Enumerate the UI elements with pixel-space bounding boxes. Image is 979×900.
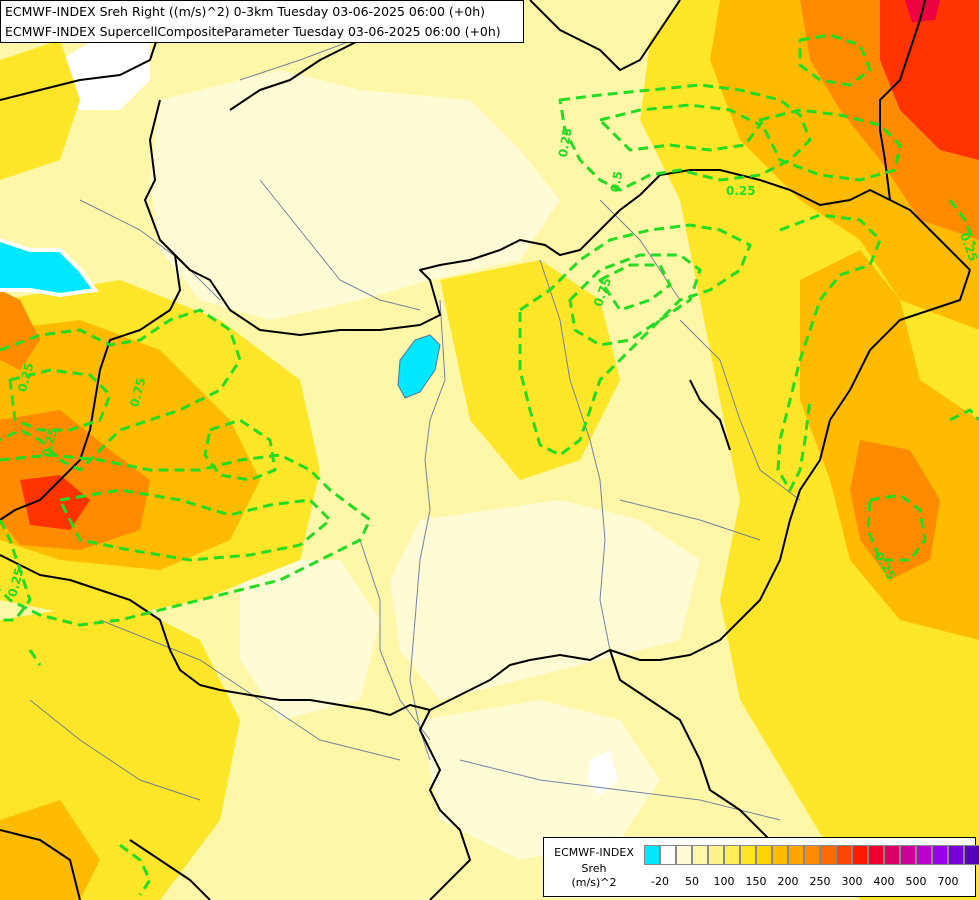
legend-swatch	[852, 845, 868, 865]
legend-variable: Sreh	[581, 862, 607, 875]
scp-contours	[0, 33, 979, 896]
legend-swatch	[836, 845, 852, 865]
legend-tick-label: 500	[905, 875, 927, 888]
legend-swatch	[868, 845, 884, 865]
legend-swatch	[644, 845, 660, 865]
legend-swatch	[788, 845, 804, 865]
legend-swatch	[724, 845, 740, 865]
legend-tick-label: 400	[873, 875, 895, 888]
legend-tick-label: 200	[777, 875, 799, 888]
lake-balaton	[397, 334, 441, 399]
legend-swatch	[932, 845, 948, 865]
legend-box: ECMWF-INDEX Sreh (m/s)^2 -20 50 100 150 200 2…	[543, 837, 979, 897]
legend-colorbar	[644, 845, 979, 865]
legend-tick-label: 300	[841, 875, 863, 888]
legend-swatch	[964, 845, 979, 865]
legend-tick-label: 50	[685, 875, 699, 888]
legend-unit: (m/s)^2	[571, 876, 617, 889]
shading-pale	[150, 70, 700, 860]
legend-swatch	[916, 845, 932, 865]
contour-label: 0.25	[726, 184, 756, 198]
shading-red	[20, 0, 979, 530]
legend-swatch	[740, 845, 756, 865]
title-line-2: ECMWF-INDEX SupercellCompositeParameter …	[5, 24, 501, 39]
legend-swatch	[756, 845, 772, 865]
legend-tick-label: -20	[651, 875, 669, 888]
legend-swatch	[820, 845, 836, 865]
contour-label: 0.5	[608, 170, 625, 193]
lake-west	[0, 240, 95, 295]
shading-white	[60, 30, 618, 795]
map-title-box: ECMWF-INDEX Sreh Right ((m/s)^2) 0-3km T…	[0, 0, 524, 43]
legend-swatch	[772, 845, 788, 865]
legend-swatch	[948, 845, 964, 865]
title-line-1: ECMWF-INDEX Sreh Right ((m/s)^2) 0-3km T…	[5, 4, 485, 19]
legend-swatch	[804, 845, 820, 865]
legend-tick-label: 100	[713, 875, 735, 888]
legend-title: ECMWF-INDEX	[554, 846, 634, 859]
legend-swatch	[900, 845, 916, 865]
legend-swatch	[692, 845, 708, 865]
legend-tick-label: 700	[937, 875, 959, 888]
contour-label: 0.25	[556, 127, 575, 159]
legend-tick-label: 150	[745, 875, 767, 888]
legend-ticks: -20 50 100 150 200 250 300 400 500 700	[644, 875, 974, 891]
legend-swatch	[660, 845, 676, 865]
lake-west-rim	[0, 238, 99, 298]
legend-tick-label: 250	[809, 875, 831, 888]
legend-swatch	[708, 845, 724, 865]
legend-swatch	[676, 845, 692, 865]
contour-labels: 0.25 0.5 0.75 0.25 0.25 0.75 0.25 0.25 0…	[5, 127, 979, 599]
legend-swatch	[884, 845, 900, 865]
